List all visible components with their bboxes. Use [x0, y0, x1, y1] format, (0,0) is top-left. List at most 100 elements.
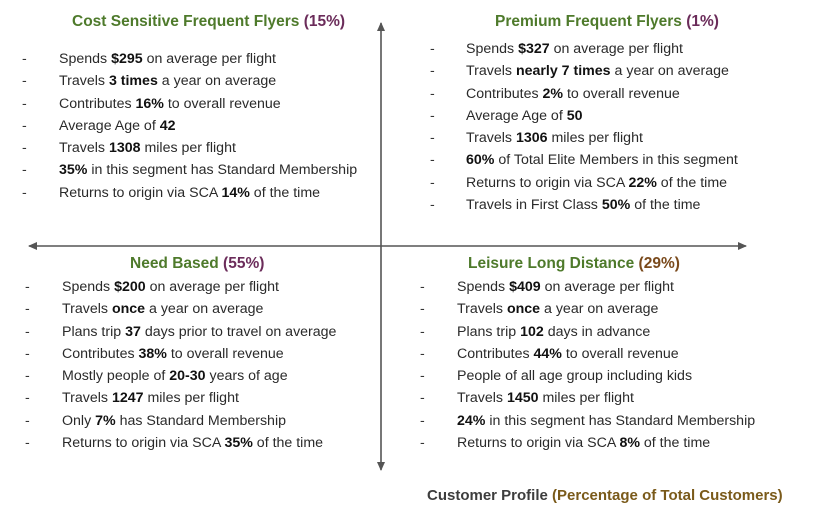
attribute-text: Travels 1247 miles per flight	[62, 390, 239, 407]
bullet-dash: -	[430, 174, 435, 191]
attribute-item: - Average Age of 42	[22, 115, 345, 137]
bullet-dash: -	[420, 435, 425, 452]
attribute-item: - Travels once a year on average	[25, 298, 264, 320]
attribute-item: - Spends $409 on average per flight	[420, 276, 680, 298]
segment-attribute-list: - Spends $200 on average per flight - Trave…	[25, 276, 336, 454]
attribute-item: - Travels 3 times a year on average	[22, 70, 345, 92]
attribute-text: Returns to origin via SCA 22% of the tim…	[466, 174, 728, 191]
attribute-text: 60% of Total Elite Members in this segme…	[466, 152, 738, 169]
bullet-dash: -	[430, 197, 435, 214]
attribute-text: Spends $409 on average per flight	[457, 279, 674, 295]
bullet-dash: -	[420, 345, 425, 362]
quadrant-cost-sensitive: Cost Sensitive Frequent Flyers (15%) - Sp…	[22, 12, 357, 204]
bullet-dash: -	[25, 368, 30, 385]
attribute-item: - 24% in this segment has Standard Member…	[420, 410, 755, 432]
bullet-dash: -	[430, 152, 435, 169]
attribute-item: - Spends $295 on average per flight	[22, 48, 345, 70]
segment-percent: (55%)	[223, 255, 265, 272]
attribute-text: Travels once a year on average	[62, 301, 264, 318]
attribute-text: Travels 1306 miles per flight	[466, 130, 643, 147]
quadrant-need-based: Need Based (55%) - Spends $200 on average…	[25, 254, 336, 454]
bullet-dash: -	[420, 279, 425, 295]
bullet-dash: -	[420, 390, 425, 407]
attribute-text: 35% in this segment has Standard Members…	[59, 162, 358, 179]
attribute-item: - Contributes 38% to overall revenue	[25, 343, 284, 365]
attribute-item: - Returns to origin via SCA 22% of the ti…	[430, 172, 727, 194]
bullet-dash: -	[25, 279, 30, 295]
attribute-item: - Returns to origin via SCA 8% of the tim…	[420, 432, 710, 454]
chart-caption: Customer Profile (Percentage of Total Cu…	[427, 487, 783, 504]
attribute-text: Spends $327 on average per flight	[466, 41, 683, 57]
attribute-item: - Travels 1247 miles per flight	[25, 387, 264, 409]
quadrant-leisure-long-distance: Leisure Long Distance (29%) - Spends $409…	[420, 254, 755, 454]
attribute-text: Contributes 38% to overall revenue	[62, 345, 284, 362]
bullet-dash: -	[22, 184, 27, 201]
attribute-item: - Travels nearly 7 times a year on averag…	[430, 60, 729, 82]
attribute-item: - Travels 1450 miles per flight	[420, 387, 680, 409]
attribute-item: - Plans trip 37 days prior to travel on a…	[25, 321, 336, 343]
attribute-item: - 35% in this segment has Standard Member…	[22, 159, 357, 181]
bullet-dash: -	[420, 368, 425, 385]
bullet-dash: -	[430, 107, 435, 124]
bullet-dash: -	[430, 63, 435, 80]
bullet-dash: -	[430, 130, 435, 147]
attribute-text: 24% in this segment has Standard Members…	[457, 412, 756, 429]
bullet-dash: -	[420, 301, 425, 318]
attribute-text: Spends $200 on average per flight	[62, 279, 279, 295]
segment-attribute-list: - Spends $295 on average per flight - Trave…	[22, 48, 357, 204]
attribute-item: - People of all age group including kids	[420, 365, 692, 387]
segment-name: Premium Frequent Flyers	[495, 13, 682, 30]
attribute-text: Travels 1450 miles per flight	[457, 390, 634, 407]
quadrant-premium-frequent: Premium Frequent Flyers (1%) - Spends $32…	[430, 12, 738, 216]
segment-percent: (29%)	[638, 255, 680, 272]
bullet-dash: -	[420, 412, 425, 429]
attribute-text: Travels once a year on average	[457, 301, 659, 318]
attribute-item: - Contributes 44% to overall revenue	[420, 343, 680, 365]
bullet-dash: -	[22, 73, 27, 90]
bullet-dash: -	[22, 117, 27, 134]
attribute-text: Contributes 44% to overall revenue	[457, 345, 679, 362]
bullet-dash: -	[430, 85, 435, 102]
caption-note: (Percentage of Total Customers)	[552, 487, 783, 504]
quadrant-title: Cost Sensitive Frequent Flyers (15%)	[22, 12, 345, 32]
attribute-item: - Travels 1306 miles per flight	[430, 127, 719, 149]
attribute-text: Average Age of 42	[59, 117, 176, 134]
segment-percent: (15%)	[303, 13, 346, 30]
bullet-dash: -	[25, 323, 30, 340]
attribute-text: Average Age of 50	[466, 107, 583, 124]
attribute-item: - Plans trip 102 days in advance	[420, 321, 680, 343]
quadrant-title: Need Based (55%)	[25, 254, 264, 274]
attribute-item: - Returns to origin via SCA 14% of the ti…	[22, 182, 345, 204]
attribute-item: - Spends $200 on average per flight	[25, 276, 279, 298]
attribute-text: Returns to origin via SCA 14% of the tim…	[59, 184, 321, 201]
bullet-dash: -	[22, 95, 27, 112]
attribute-item: - Average Age of 50	[430, 105, 719, 127]
attribute-text: Travels 1308 miles per flight	[59, 140, 236, 157]
bullet-dash: -	[430, 41, 435, 57]
segment-attribute-list: - Spends $409 on average per flight - Trave…	[420, 276, 755, 454]
bullet-dash: -	[25, 412, 30, 429]
segment-name: Cost Sensitive Frequent Flyers	[72, 13, 300, 30]
attribute-item: - Contributes 16% to overall revenue	[22, 93, 345, 115]
attribute-text: Plans trip 102 days in advance	[457, 323, 651, 340]
attribute-text: Returns to origin via SCA 8% of the time	[457, 435, 711, 452]
bullet-dash: -	[22, 51, 27, 67]
bullet-dash: -	[420, 323, 425, 340]
attribute-text: Spends $295 on average per flight	[59, 51, 276, 67]
attribute-item: - Returns to origin via SCA 35% of the ti…	[25, 432, 323, 454]
attribute-text: Mostly people of 20-30 years of age	[62, 368, 288, 385]
caption-label: Customer Profile	[427, 487, 548, 504]
bullet-dash: -	[22, 162, 27, 179]
quadrant-title: Leisure Long Distance (29%)	[420, 254, 680, 274]
attribute-text: Plans trip 37 days prior to travel on av…	[62, 323, 337, 340]
bullet-dash: -	[25, 435, 30, 452]
attribute-item: - Travels in First Class 50% of the time	[430, 194, 719, 216]
bullet-dash: -	[25, 345, 30, 362]
segment-name: Need Based	[130, 255, 219, 272]
attribute-text: Travels nearly 7 times a year on average	[466, 63, 729, 80]
attribute-item: - Mostly people of 20-30 years of age	[25, 365, 288, 387]
attribute-text: Returns to origin via SCA 35% of the tim…	[62, 435, 324, 452]
attribute-text: People of all age group including kids	[457, 368, 693, 385]
attribute-item: - Only 7% has Standard Membership	[25, 410, 286, 432]
